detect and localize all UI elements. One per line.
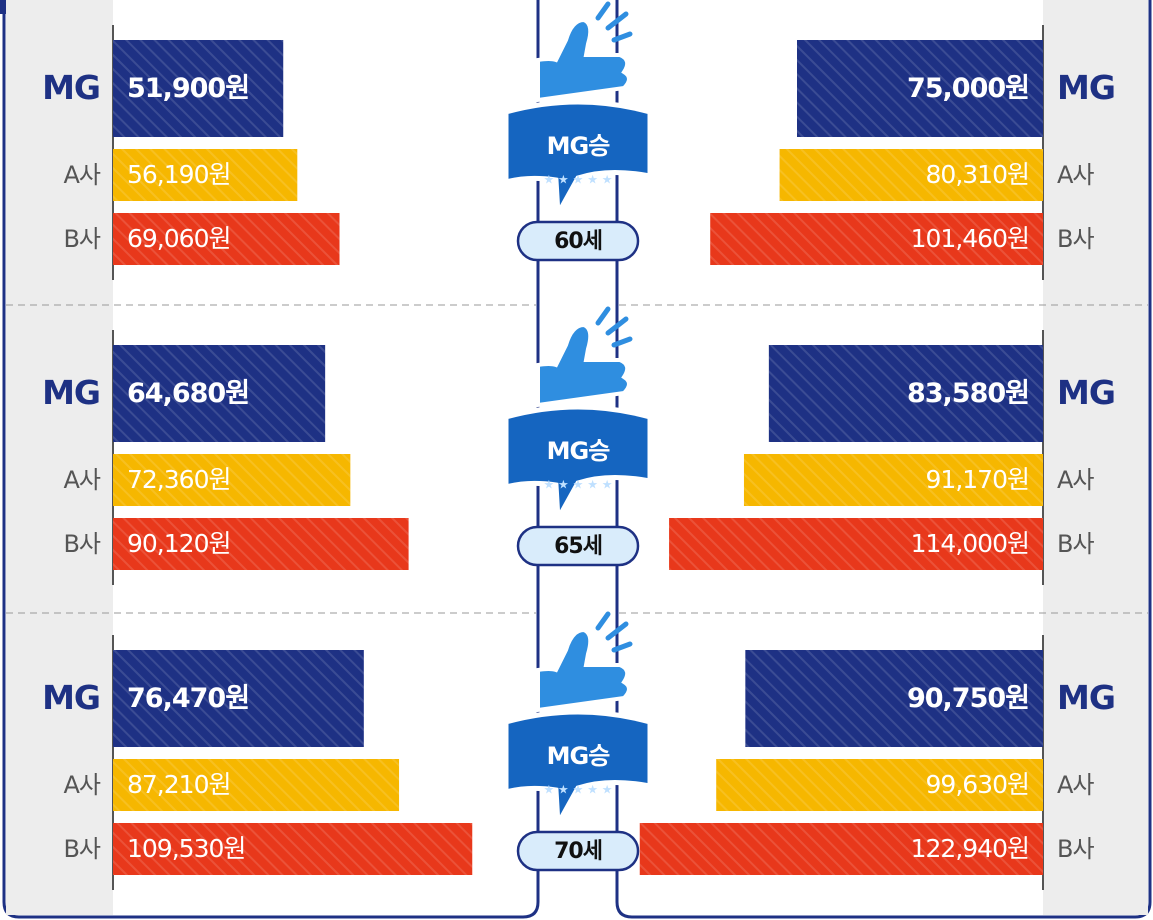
bar-stripe <box>113 345 326 442</box>
category-label: MG <box>1057 373 1115 412</box>
bar-stripe <box>716 759 1043 811</box>
age-label: 60세 <box>554 229 602 254</box>
bar-stripe <box>113 149 298 201</box>
badge: MG승 ★ ★ ★ ★ ★ 60세 <box>503 1 653 262</box>
value-label: 64,680원 <box>127 378 249 409</box>
value-label: 76,470원 <box>127 683 249 714</box>
age-pill <box>516 525 640 567</box>
value-label: 91,170원 <box>926 465 1029 494</box>
bar-stripe <box>113 650 364 747</box>
left-label-column <box>6 0 113 915</box>
category-label: MG <box>1057 678 1115 717</box>
bar-stripe <box>743 454 1043 506</box>
bar-stripe <box>669 518 1043 570</box>
value-label: 83,580원 <box>907 378 1029 409</box>
bar-stripe <box>113 518 409 570</box>
corner-mark <box>0 0 6 14</box>
value-label: 75,000원 <box>907 73 1029 104</box>
badge: MG승 ★ ★ ★ ★ ★ 70세 <box>503 611 653 872</box>
category-label: MG <box>1057 68 1115 107</box>
category-label: MG <box>42 373 100 412</box>
category-label: MG <box>42 68 100 107</box>
bar-stripe <box>113 759 400 811</box>
value-label: 114,000원 <box>911 529 1029 558</box>
badge-thumb <box>536 627 631 713</box>
value-label: 69,060원 <box>127 224 230 253</box>
bar-stripe <box>710 213 1043 265</box>
category-label: B사 <box>63 835 100 863</box>
value-label: 56,190원 <box>127 160 230 189</box>
value-label: 101,460원 <box>911 224 1029 253</box>
category-label: A사 <box>1057 161 1094 189</box>
badge-sparks <box>595 611 633 653</box>
category-label: A사 <box>64 771 101 799</box>
badge-thumb <box>536 17 631 103</box>
left-panel <box>2 0 540 919</box>
value-label: 109,530원 <box>127 834 245 863</box>
age-label: 65세 <box>554 534 602 559</box>
value-label: 90,750원 <box>907 683 1029 714</box>
badge-sparks <box>595 306 633 348</box>
badge-ribbon <box>503 404 653 528</box>
value-label: 90,120원 <box>127 529 230 558</box>
badge-sparks <box>595 1 633 43</box>
bar-stripe <box>768 345 1043 442</box>
badge: MG승 ★ ★ ★ ★ ★ 65세 <box>503 306 653 567</box>
bar-stripe <box>779 149 1043 201</box>
bar-stripe <box>113 454 351 506</box>
category-label: A사 <box>64 466 101 494</box>
right-panel <box>615 0 1152 919</box>
bar-stripe <box>745 650 1043 747</box>
badge-stars: ★ ★ ★ ★ ★ <box>543 783 612 797</box>
bar-stripe <box>797 40 1043 137</box>
badge-ribbon <box>503 709 653 833</box>
right-label-column <box>1043 0 1148 915</box>
category-label: B사 <box>1057 530 1094 558</box>
category-label: B사 <box>1057 835 1094 863</box>
badge-text: MG승 <box>547 437 611 465</box>
badge-stars: ★ ★ ★ ★ ★ <box>543 173 612 187</box>
bar-stripe <box>113 213 340 265</box>
age-pill <box>516 830 640 872</box>
badge-thumb <box>536 322 631 408</box>
value-label: 80,310원 <box>926 160 1029 189</box>
badge-text: MG승 <box>547 742 611 770</box>
value-label: 99,630원 <box>926 770 1029 799</box>
category-label: A사 <box>1057 771 1094 799</box>
value-label: 122,940원 <box>911 834 1029 863</box>
bar-stripe <box>113 40 284 137</box>
category-label: MG <box>42 678 100 717</box>
value-label: 72,360원 <box>127 465 230 494</box>
value-label: 51,900원 <box>127 73 249 104</box>
category-label: A사 <box>64 161 101 189</box>
badge-text: MG승 <box>547 132 611 160</box>
age-pill <box>516 220 640 262</box>
badge-ribbon <box>503 99 653 223</box>
category-label: B사 <box>1057 225 1094 253</box>
value-label: 87,210원 <box>127 770 230 799</box>
category-label: A사 <box>1057 466 1094 494</box>
category-label: B사 <box>63 530 100 558</box>
bar-stripe <box>639 823 1043 875</box>
badge-stars: ★ ★ ★ ★ ★ <box>543 478 612 492</box>
bar-stripe <box>113 823 473 875</box>
age-label: 70세 <box>554 839 602 864</box>
category-label: B사 <box>63 225 100 253</box>
